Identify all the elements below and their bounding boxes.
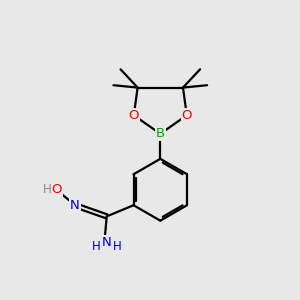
Text: N: N bbox=[70, 199, 80, 212]
Text: N: N bbox=[102, 236, 112, 249]
Text: O: O bbox=[51, 183, 62, 196]
Text: O: O bbox=[129, 109, 139, 122]
Text: H: H bbox=[113, 240, 122, 253]
Text: B: B bbox=[156, 127, 165, 140]
Text: O: O bbox=[182, 109, 192, 122]
Text: H: H bbox=[43, 183, 52, 196]
Text: H: H bbox=[92, 240, 101, 253]
